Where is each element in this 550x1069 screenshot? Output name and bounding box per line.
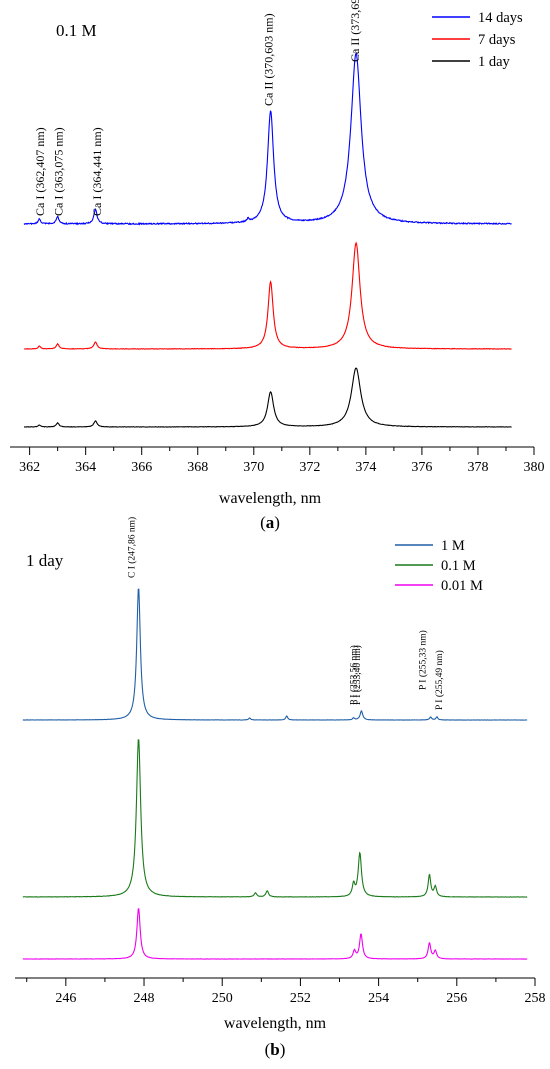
panel-letter-a: a <box>266 513 275 532</box>
series-line-0-1-m <box>22 739 528 898</box>
panel-b: 1 day C I (247,86 nm)P I (253,56 nm)P I … <box>15 517 546 1059</box>
panel-a: 0.1 M Ca I (362,407 nm) Ca I (363,075 nm)… <box>10 0 545 532</box>
x-tick-label: 364 <box>75 460 96 475</box>
panel-label-b: (b) <box>265 1040 286 1059</box>
x-tick-label: 378 <box>467 460 488 475</box>
peak-annotation: Ca I (364,441 nm) <box>90 127 104 216</box>
legend-label-7-days: 7 days <box>478 32 516 48</box>
legend-b: 1 M 0.1 M 0.01 M <box>395 538 483 594</box>
x-tick-label: 374 <box>355 460 376 475</box>
peak-annotation: Ca I (362,407 nm) <box>33 127 47 216</box>
panel-label-a: (a) <box>260 513 280 532</box>
peak-annotations-a: Ca I (362,407 nm) Ca I (363,075 nm) Ca I (… <box>33 0 362 216</box>
legend-a: 14 days 7 days 1 day <box>432 10 523 70</box>
x-tick-label: 380 <box>524 460 545 475</box>
series-line-1-day <box>23 367 512 428</box>
x-tick-label: 368 <box>187 460 208 475</box>
x-tick-label: 366 <box>131 460 152 475</box>
x-tick-label: 256 <box>446 991 467 1006</box>
x-tick-label: 362 <box>19 460 40 475</box>
x-tick-label: 246 <box>55 991 76 1006</box>
peak-annotation: C I (247,86 nm) <box>127 517 138 578</box>
x-tick-label: 258 <box>525 991 546 1006</box>
peak-annotation: P I (253,56 nm) <box>348 645 359 705</box>
condition-label-b: 1 day <box>26 551 64 570</box>
series-line-0-01-m <box>22 908 528 960</box>
legend-label-1-day: 1 day <box>478 54 511 70</box>
x-tick-label: 370 <box>243 460 264 475</box>
peak-annotation: Ca II (370,603 nm) <box>262 13 276 106</box>
series-group-a <box>23 51 512 428</box>
x-tick-label: 372 <box>299 460 320 475</box>
peak-annotation: Ca I (363,075 nm) <box>52 127 66 216</box>
x-axis-title-a: wavelength, nm <box>219 490 322 507</box>
peak-annotation: P I (253,40 nm) <box>352 645 363 705</box>
x-tick-label: 376 <box>411 460 432 475</box>
condition-label-a: 0.1 M <box>56 21 97 40</box>
peak-annotation: Ca II (373,690 nm) <box>348 0 362 62</box>
x-tick-label: 254 <box>368 991 389 1006</box>
x-ticks-a: 362 364 366 368 370 372 374 376 378 380 <box>19 447 545 475</box>
peak-annotation: P I (255,33 nm) <box>418 630 429 690</box>
legend-label-1-m: 1 M <box>441 538 465 554</box>
legend-label-14-days: 14 days <box>478 10 523 26</box>
panel-letter-b: b <box>270 1040 279 1059</box>
x-ticks-b: 246 248 250 252 254 256 258 <box>26 978 546 1006</box>
x-axis-title-b: wavelength, nm <box>224 1015 327 1032</box>
series-group-b <box>22 588 528 960</box>
x-tick-label: 250 <box>212 991 233 1006</box>
series-line-14-days <box>23 51 512 226</box>
x-tick-label: 248 <box>134 991 155 1006</box>
series-line-7-days <box>23 241 512 350</box>
series-line-1-m <box>22 588 528 721</box>
x-tick-label: 252 <box>290 991 311 1006</box>
peak-annotation: P I (255,49 nm) <box>434 650 445 710</box>
legend-label-0-01-m: 0.01 M <box>441 578 483 594</box>
peak-annotations-b: C I (247,86 nm) P I (253,56 nm)P I (253,4… <box>127 517 445 710</box>
legend-label-0-1-m: 0.1 M <box>441 558 476 574</box>
